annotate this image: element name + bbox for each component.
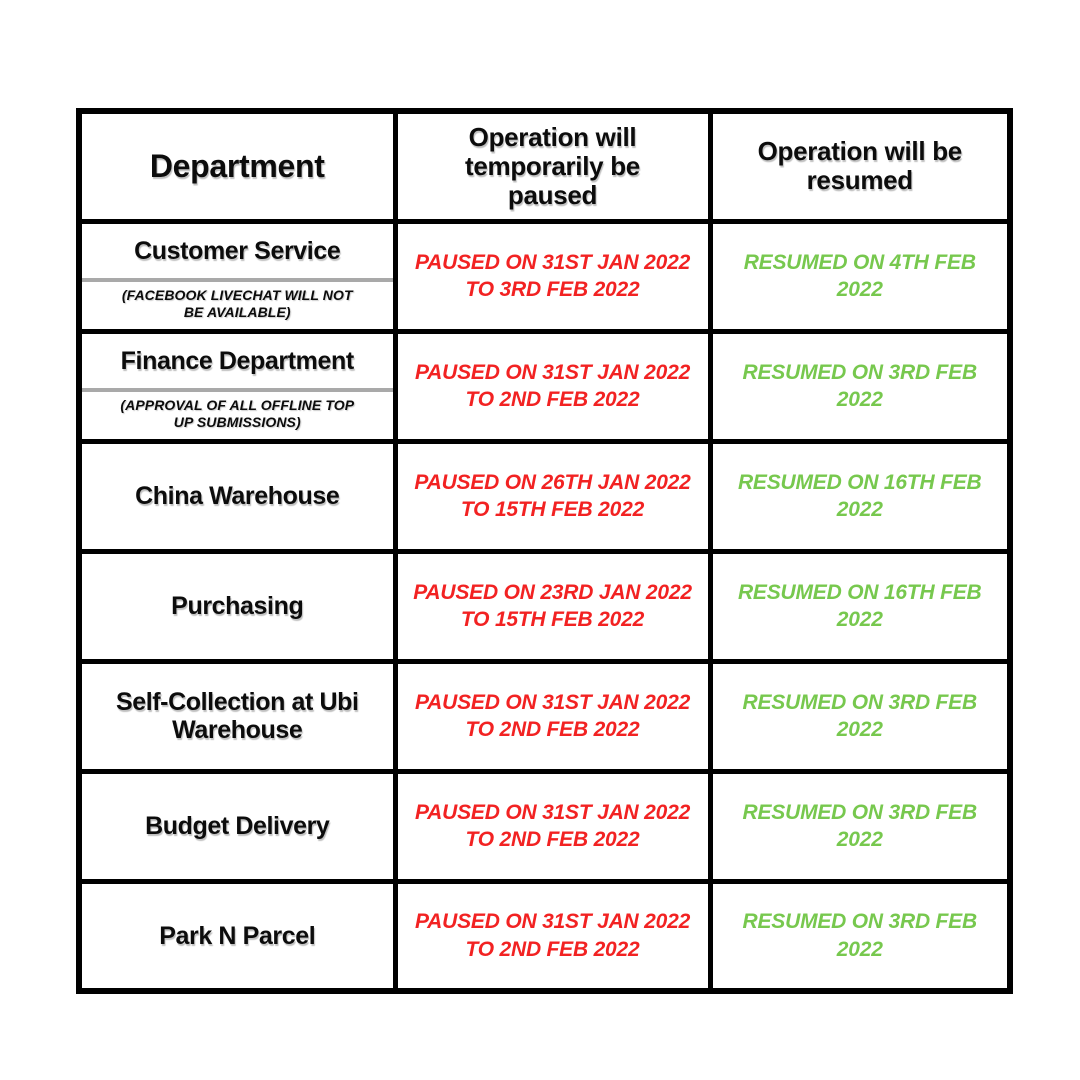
resumed-text: RESUMED ON 3RD FEB 2022	[742, 910, 978, 961]
resumed-cell: RESUMED ON 4TH FEB 2022	[707, 218, 1013, 334]
department-cell: Customer Service (FACEBOOK LIVECHAT WILL…	[76, 218, 398, 334]
table-row-finance: Finance Department (APPROVAL OF ALL OFFL…	[76, 328, 1013, 444]
table-row-customer-service: Customer Service (FACEBOOK LIVECHAT WILL…	[76, 218, 1013, 334]
resumed-text: RESUMED ON 3RD FEB 2022	[742, 360, 978, 411]
header-department: Department	[76, 108, 398, 224]
resumed-cell: RESUMED ON 3RD FEB 2022	[707, 878, 1013, 994]
resumed-text: RESUMED ON 16TH FEB 2022	[737, 580, 982, 631]
resumed-cell: RESUMED ON 3RD FEB 2022	[707, 328, 1013, 444]
header-operation-paused: Operation will temporarily be paused	[392, 108, 713, 224]
operations-schedule-table: Department Operation will temporarily be…	[76, 108, 1013, 994]
department-note-area: (FACEBOOK LIVECHAT WILL NOT BE AVAILABLE…	[82, 278, 393, 328]
header-operation-resumed: Operation will be resumed	[707, 108, 1013, 224]
paused-text: PAUSED ON 31ST JAN 2022 TO 3RD FEB 2022	[414, 250, 691, 301]
resumed-text: RESUMED ON 3RD FEB 2022	[742, 690, 978, 741]
table-row-purchasing: Purchasing PAUSED ON 23RD JAN 2022 TO 15…	[76, 548, 1013, 664]
department-name-area: Customer Service	[82, 224, 393, 279]
table-row-self-collection: Self-Collection at Ubi Warehouse PAUSED …	[76, 658, 1013, 774]
table-row-budget-delivery: Budget Delivery PAUSED ON 31ST JAN 2022 …	[76, 768, 1013, 884]
department-note: (APPROVAL OF ALL OFFLINE TOP UP SUBMISSI…	[120, 396, 355, 431]
resumed-text: RESUMED ON 4TH FEB 2022	[743, 250, 976, 301]
department-name: Customer Service	[134, 236, 341, 265]
department-name: Purchasing	[171, 592, 304, 620]
paused-cell: PAUSED ON 23RD JAN 2022 TO 15TH FEB 2022	[392, 548, 713, 664]
department-cell: China Warehouse	[76, 438, 398, 554]
paused-cell: PAUSED ON 31ST JAN 2022 TO 2ND FEB 2022	[392, 328, 713, 444]
department-cell: Park N Parcel	[76, 878, 398, 994]
paused-text: PAUSED ON 23RD JAN 2022 TO 15TH FEB 2022	[413, 580, 692, 631]
header-row: Department Operation will temporarily be…	[76, 108, 1013, 224]
paused-text: PAUSED ON 26TH JAN 2022 TO 15TH FEB 2022	[414, 470, 691, 521]
note-divider	[82, 278, 393, 283]
paused-text: PAUSED ON 31ST JAN 2022 TO 2ND FEB 2022	[414, 800, 691, 851]
department-note: (FACEBOOK LIVECHAT WILL NOT BE AVAILABLE…	[121, 286, 353, 321]
paused-cell: PAUSED ON 31ST JAN 2022 TO 3RD FEB 2022	[392, 218, 713, 334]
paused-cell: PAUSED ON 26TH JAN 2022 TO 15TH FEB 2022	[392, 438, 713, 554]
note-divider	[82, 388, 393, 393]
department-name: Budget Delivery	[145, 812, 330, 840]
paused-text: PAUSED ON 31ST JAN 2022 TO 2ND FEB 2022	[414, 910, 691, 961]
department-name: Finance Department	[120, 346, 355, 375]
department-name: Park N Parcel	[159, 921, 316, 950]
department-name-area: Finance Department	[82, 334, 393, 389]
table-row-china-warehouse: China Warehouse PAUSED ON 26TH JAN 2022 …	[76, 438, 1013, 554]
paused-text: PAUSED ON 31ST JAN 2022 TO 2ND FEB 2022	[414, 690, 691, 741]
department-note-area: (APPROVAL OF ALL OFFLINE TOP UP SUBMISSI…	[82, 388, 393, 438]
resumed-cell: RESUMED ON 3RD FEB 2022	[707, 768, 1013, 884]
department-cell: Finance Department (APPROVAL OF ALL OFFL…	[76, 328, 398, 444]
paused-cell: PAUSED ON 31ST JAN 2022 TO 2ND FEB 2022	[392, 878, 713, 994]
paused-cell: PAUSED ON 31ST JAN 2022 TO 2ND FEB 2022	[392, 658, 713, 774]
resumed-cell: RESUMED ON 3RD FEB 2022	[707, 658, 1013, 774]
resumed-cell: RESUMED ON 16TH FEB 2022	[707, 548, 1013, 664]
department-cell: Budget Delivery	[76, 768, 398, 884]
table-row-park-n-parcel: Park N Parcel PAUSED ON 31ST JAN 2022 TO…	[76, 878, 1013, 994]
department-cell: Purchasing	[76, 548, 398, 664]
table-body: Customer Service (FACEBOOK LIVECHAT WILL…	[76, 218, 1013, 994]
department-name: Self-Collection at Ubi Warehouse	[115, 688, 359, 744]
resumed-text: RESUMED ON 3RD FEB 2022	[742, 800, 978, 851]
department-name: China Warehouse	[135, 482, 340, 510]
paused-cell: PAUSED ON 31ST JAN 2022 TO 2ND FEB 2022	[392, 768, 713, 884]
paused-text: PAUSED ON 31ST JAN 2022 TO 2ND FEB 2022	[414, 360, 691, 411]
department-cell: Self-Collection at Ubi Warehouse	[76, 658, 398, 774]
resumed-cell: RESUMED ON 16TH FEB 2022	[707, 438, 1013, 554]
resumed-text: RESUMED ON 16TH FEB 2022	[737, 470, 982, 521]
